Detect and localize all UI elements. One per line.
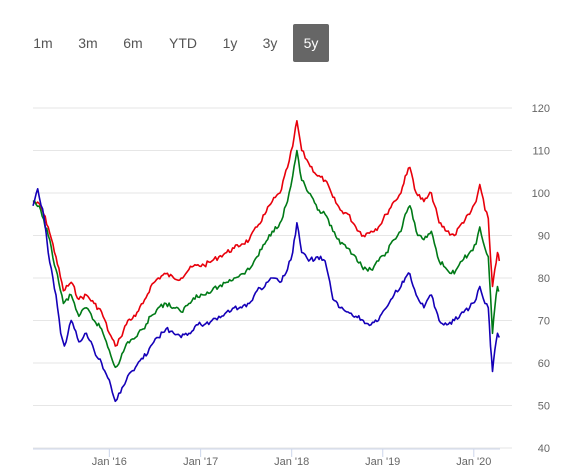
range-button-1y[interactable]: 1y [222, 35, 238, 51]
range-button-5y[interactable]: 5y [293, 24, 329, 62]
range-button-ytd[interactable]: YTD [169, 35, 197, 51]
x-tick-label: Jan '20 [456, 456, 491, 468]
y-tick-label: 40 [538, 443, 550, 455]
y-tick-label: 50 [538, 401, 550, 413]
range-button-3m[interactable]: 3m [78, 35, 98, 51]
range-button-3y[interactable]: 3y [262, 35, 278, 51]
y-tick-label: 110 [532, 146, 550, 158]
y-tick-label: 100 [532, 188, 550, 200]
range-selector: 1m 3m 6m YTD 1y 3y 5y [0, 0, 573, 82]
y-tick-label: 70 [538, 316, 550, 328]
x-tick-label: Jan '16 [92, 456, 127, 468]
x-tick-label: Jan '18 [274, 456, 309, 468]
x-axis: Jan '16 Jan '17 Jan '18 Jan '19 Jan '20 [92, 449, 491, 468]
y-tick-label: 120 [532, 103, 550, 115]
y-tick-label: 60 [538, 358, 550, 370]
series-lines [32, 120, 501, 403]
y-tick-label: 80 [538, 273, 550, 285]
y-tick-label: 90 [538, 231, 550, 243]
series-line-3 [32, 188, 501, 403]
x-tick-label: Jan '19 [365, 456, 400, 468]
range-button-1m[interactable]: 1m [33, 35, 53, 51]
y-axis: 40 50 60 70 80 90 100 110 120 [532, 103, 550, 455]
range-button-6m[interactable]: 6m [123, 35, 143, 51]
x-tick-label: Jan '17 [183, 456, 218, 468]
series-line-1 [32, 120, 501, 347]
series-line-2 [32, 149, 500, 369]
